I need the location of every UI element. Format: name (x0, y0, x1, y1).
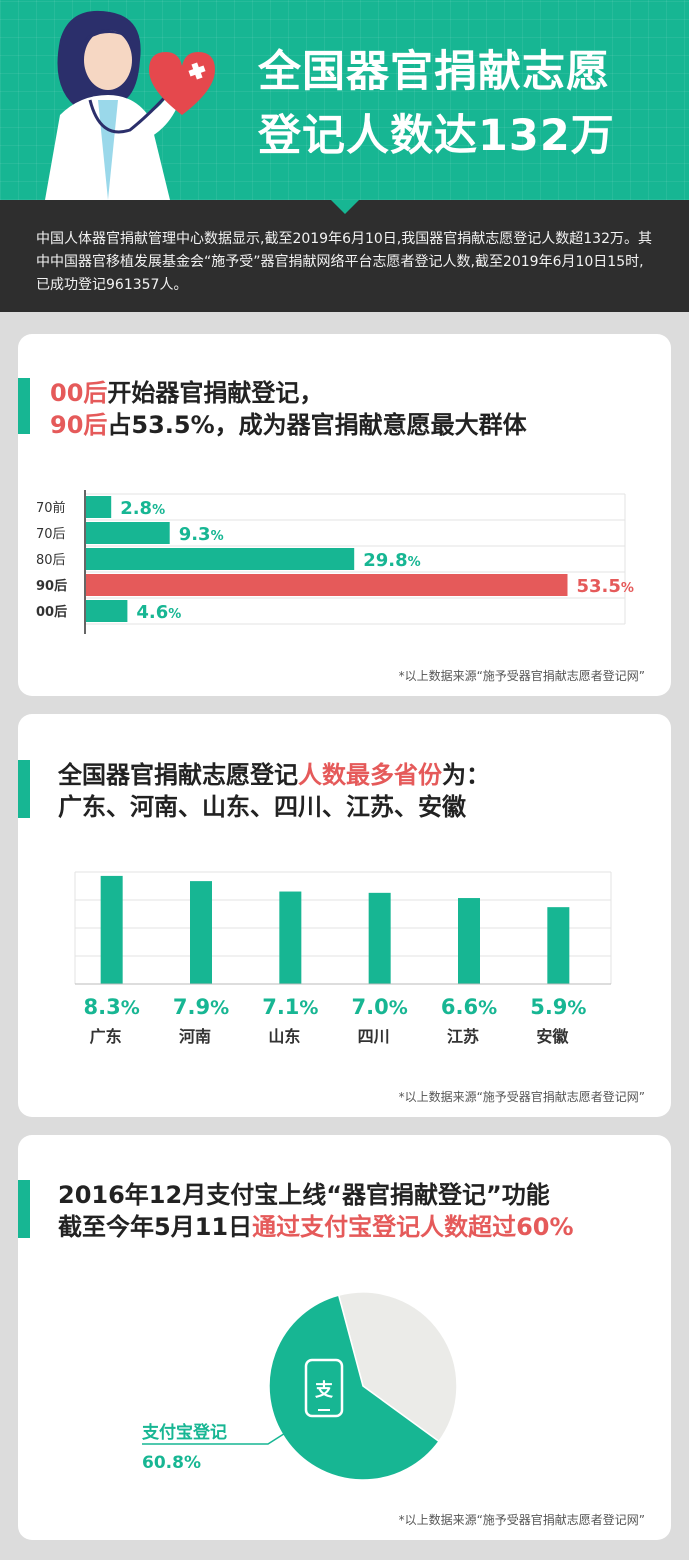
heading3-red: 通过支付宝登记人数超过60% (252, 1213, 574, 1241)
category-label: 70前 (36, 500, 66, 516)
value-unit: % (567, 997, 586, 1019)
value-label: 2.8% (120, 498, 165, 519)
pie-value-label: 60.8% (142, 1453, 201, 1473)
bar (86, 522, 170, 544)
section2-heading: 全国器官捐献志愿登记人数最多省份为： 广东、河南、山东、四川、江苏、安徽 (58, 759, 490, 823)
heading-accent-2 (18, 760, 30, 818)
leader-line (142, 1429, 291, 1445)
phone-outline (304, 1358, 344, 1418)
heading2-pre: 全国器官捐献志愿登记 (58, 761, 298, 789)
heading3-pre: 截至今年5月11日 (58, 1213, 253, 1241)
intro-text: 中国人体器官捐献管理中心数据显示,截至2019年6月10日,我国器官捐献志愿登记… (36, 231, 652, 293)
section3-heading: 2016年12月支付宝上线“器官捐献登记”功能 截至今年5月11日通过支付宝登记… (58, 1179, 574, 1243)
intro-panel (0, 200, 689, 312)
value-label: 29.8% (363, 550, 420, 571)
phone-icon: 支 (304, 1358, 344, 1418)
value-label: 7.9% (173, 995, 229, 1019)
value-unit: % (211, 529, 224, 544)
category-label: 四川 (358, 1027, 390, 1046)
value-label: 4.6% (136, 602, 181, 623)
heading1-text-2: 占53.5%，成为器官捐献意愿最大群体 (107, 411, 527, 439)
value-unit: % (299, 997, 318, 1019)
value-label: 5.9% (530, 995, 586, 1019)
bar (458, 898, 480, 984)
card-age-groups (18, 334, 671, 696)
category-label: 70后 (36, 527, 66, 542)
category-label: 江苏 (447, 1027, 479, 1046)
bar (368, 892, 391, 984)
heading-accent-3 (18, 1180, 30, 1238)
intro-notch (331, 200, 359, 214)
value-unit: % (478, 997, 497, 1019)
value-label: 6.6% (441, 995, 497, 1019)
bar (86, 600, 128, 622)
category-label: 90后 (36, 578, 67, 594)
category-label: 广东 (90, 1027, 122, 1046)
value-unit: % (121, 997, 140, 1019)
value-unit: % (210, 997, 229, 1019)
age-group-bar-chart: 70前 2.8% 70后 9.3% 80后 29.8% 90后 53.5% 00后 4.6% (36, 490, 634, 634)
section1-heading: 00后开始器官捐献登记， 90后占53.5%，成为器官捐献意愿最大群体 (50, 377, 527, 441)
bar (86, 496, 112, 518)
source-note-3: *以上数据来源“施予受器官捐献志愿者登记网” (398, 1513, 645, 1527)
value-unit: % (408, 555, 421, 570)
page-title: 全国器官捐献志愿 登记人数达132万 (258, 40, 668, 168)
bar (547, 907, 570, 984)
province-bar-chart: 8.3% 广东 7.9% 河南 7.1% 山东 7.0% 四川 6.6% 江苏 5.9% 安徽 (74, 871, 612, 1046)
category-label: 河南 (179, 1027, 211, 1046)
category-label: 80后 (36, 553, 66, 568)
pie-slice-alipay (268, 1294, 440, 1481)
heading3-line-1: 2016年12月支付宝上线“器官捐献登记”功能 (58, 1181, 550, 1209)
heading2-line-2: 广东、河南、山东、四川、江苏、安徽 (58, 793, 466, 821)
heading-accent-1 (18, 378, 30, 434)
alipay-glyph: 支 (314, 1379, 334, 1401)
title-line-2: 登记人数达132万 (258, 111, 615, 161)
bar (86, 574, 568, 596)
value-label: 7.1% (262, 995, 318, 1019)
heading1-red-1: 00后 (50, 379, 108, 407)
value-unit: % (152, 503, 165, 518)
pie-slice-other (337, 1291, 458, 1443)
value-label: 9.3% (179, 524, 224, 545)
header-banner: 全国器官捐献志愿 登记人数达132万 (0, 0, 689, 200)
heading1-text-1: 开始器官捐献登记， (107, 379, 324, 407)
value-label: 7.0% (352, 995, 408, 1019)
heading2-post: 为： (442, 761, 490, 789)
bar (100, 875, 123, 984)
value-unit: % (168, 607, 181, 622)
pie-label: 支付宝登记 (142, 1422, 227, 1443)
value-unit: % (621, 581, 634, 596)
source-note-2: *以上数据来源“施予受器官捐献志愿者登记网” (398, 1090, 645, 1104)
value-unit: % (389, 997, 408, 1019)
doctor-illustration (45, 10, 215, 200)
value-label: 53.5% (577, 576, 634, 597)
category-label: 安徽 (536, 1027, 569, 1046)
bar (86, 548, 355, 570)
category-label: 山东 (268, 1027, 300, 1046)
source-note-1: *以上数据来源“施予受器官捐献志愿者登记网” (398, 669, 645, 683)
category-label: 00后 (36, 604, 67, 620)
heading1-red-2: 90后 (50, 411, 108, 439)
title-line-1: 全国器官捐献志愿 (258, 47, 610, 97)
heading2-red: 人数最多省份 (298, 761, 442, 789)
bar (279, 891, 302, 984)
bar (190, 881, 212, 984)
value-label: 8.3% (84, 995, 140, 1019)
